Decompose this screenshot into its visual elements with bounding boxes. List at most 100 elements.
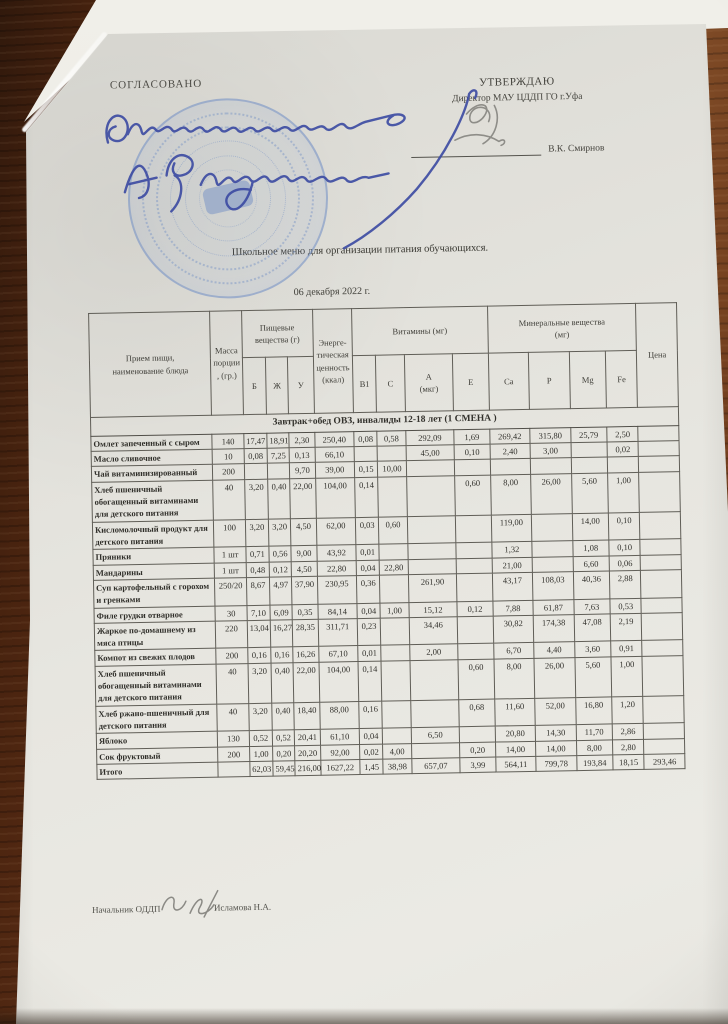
value-cell: 311,71: [317, 618, 358, 647]
value-cell: 61,87: [533, 599, 574, 616]
value-cell: 34,46: [408, 616, 458, 646]
value-cell: 30,82: [492, 615, 534, 644]
value-cell: [382, 727, 412, 744]
value-cell: 220: [215, 620, 248, 649]
value-cell: 1 шт: [214, 562, 247, 579]
value-cell: [607, 456, 640, 473]
value-cell: 269,42: [489, 428, 531, 445]
value-cell: 47,08: [573, 613, 611, 643]
value-cell: 40: [217, 703, 250, 732]
col-header-fe: Fe: [605, 350, 638, 408]
value-cell: 16,26: [293, 646, 319, 663]
value-cell: 7,88: [492, 599, 534, 616]
value-cell: 8,00: [490, 474, 532, 515]
value-cell: [643, 722, 685, 739]
value-cell: 59,45: [272, 760, 296, 777]
dish-name-cell: Хлеб пшеничный обогащенный витаминами дл…: [95, 663, 218, 707]
value-cell: 6,50: [410, 727, 460, 744]
value-cell: 26,00: [534, 657, 576, 699]
value-cell: 216,00: [295, 760, 321, 777]
value-cell: 0,53: [609, 597, 642, 614]
value-cell: 2,40: [489, 443, 531, 460]
col-header-mass: Масса порции, (гр.): [209, 310, 244, 416]
col-header-meal: Прием пищи, наименование блюда: [88, 311, 212, 418]
value-cell: 88,00: [319, 701, 360, 730]
value-cell: 1,00: [610, 656, 644, 697]
value-cell: 0,08: [243, 448, 268, 465]
value-cell: 0,12: [269, 561, 292, 578]
col-header-energy: Энерге-тическая ценность (ккал): [312, 308, 354, 414]
value-cell: 1,00: [380, 602, 409, 618]
value-cell: 0,16: [247, 647, 272, 664]
value-cell: 5,60: [574, 656, 612, 698]
value-cell: [377, 445, 406, 462]
value-cell: 0,52: [249, 730, 273, 747]
value-cell: 61,10: [319, 728, 360, 745]
value-cell: 292,09: [405, 429, 455, 446]
value-cell: 6,70: [493, 642, 535, 659]
value-cell: 3,20: [248, 702, 273, 731]
col-header-price: Цена: [635, 302, 679, 408]
value-cell: 0,52: [272, 730, 295, 746]
value-cell: 6,09: [269, 604, 293, 620]
value-cell: [641, 612, 683, 641]
value-cell: 43,17: [492, 572, 534, 601]
value-cell: 18,91: [266, 432, 290, 449]
value-cell: 2,19: [610, 613, 643, 642]
value-cell: [531, 513, 573, 542]
value-cell: 119,00: [490, 514, 532, 543]
value-cell: 20,80: [494, 725, 536, 742]
value-cell: 0,71: [245, 546, 270, 563]
value-cell: 45,00: [405, 444, 455, 462]
value-cell: 0,23: [357, 617, 382, 647]
value-cell: 20,20: [294, 744, 321, 761]
menu-table-body: Завтрак+обед ОВЗ, инвалиды 12-18 лет (1 …: [90, 406, 686, 780]
value-cell: 0,02: [359, 743, 384, 760]
value-cell: 38,98: [383, 758, 412, 775]
value-cell: [489, 458, 531, 475]
value-cell: 0,10: [454, 444, 490, 461]
value-cell: 0,68: [458, 698, 495, 728]
value-cell: 62,00: [315, 517, 356, 546]
value-cell: 1 шт: [214, 546, 246, 563]
value-cell: 7,10: [246, 604, 271, 621]
col-group-vitamins: Витамины (мг): [351, 306, 489, 356]
value-cell: 100: [213, 519, 246, 548]
value-cell: 18,40: [294, 701, 320, 731]
value-cell: 0,16: [358, 700, 383, 729]
value-cell: [456, 557, 493, 574]
value-cell: [410, 699, 460, 728]
value-cell: 52,00: [534, 697, 576, 726]
value-cell: 62,03: [249, 761, 274, 777]
value-cell: [570, 442, 608, 459]
value-cell: [381, 660, 411, 701]
col-group-minerals: Минеральные вещества (мг): [487, 303, 637, 354]
col-header-a: А (мкг): [404, 353, 454, 412]
value-cell: 14,30: [535, 724, 577, 741]
value-cell: 1627,22: [320, 759, 361, 776]
value-cell: 0,14: [358, 660, 383, 702]
value-cell: 200: [216, 648, 248, 664]
value-cell: 4,97: [269, 576, 293, 605]
value-cell: 40,36: [572, 570, 610, 600]
col-group-nutrients: Пищевые вещества (г): [241, 309, 314, 358]
value-cell: 2,88: [609, 570, 642, 599]
value-cell: [244, 463, 268, 480]
dish-name-cell: Жаркое по-домашнему из мяса птицы: [94, 620, 217, 651]
value-cell: 200: [212, 464, 245, 480]
value-cell: [643, 738, 685, 755]
menu-table: Прием пищи, наименование блюда Масса пор…: [88, 302, 686, 780]
col-header-c: С: [375, 354, 406, 413]
dish-name-cell: Хлеб ржано-пшеничный для детского питани…: [95, 703, 218, 734]
value-cell: 4,40: [533, 642, 575, 659]
value-cell: 1,00: [249, 745, 273, 762]
value-cell: [641, 597, 683, 614]
value-cell: 18,15: [612, 754, 645, 771]
value-cell: 0,40: [271, 702, 295, 731]
value-cell: 6,60: [572, 555, 610, 572]
value-cell: [570, 457, 608, 474]
value-cell: 13,04: [247, 619, 271, 649]
value-cell: [454, 459, 491, 476]
value-cell: 28,35: [292, 619, 319, 648]
value-cell: 174,38: [533, 614, 575, 643]
